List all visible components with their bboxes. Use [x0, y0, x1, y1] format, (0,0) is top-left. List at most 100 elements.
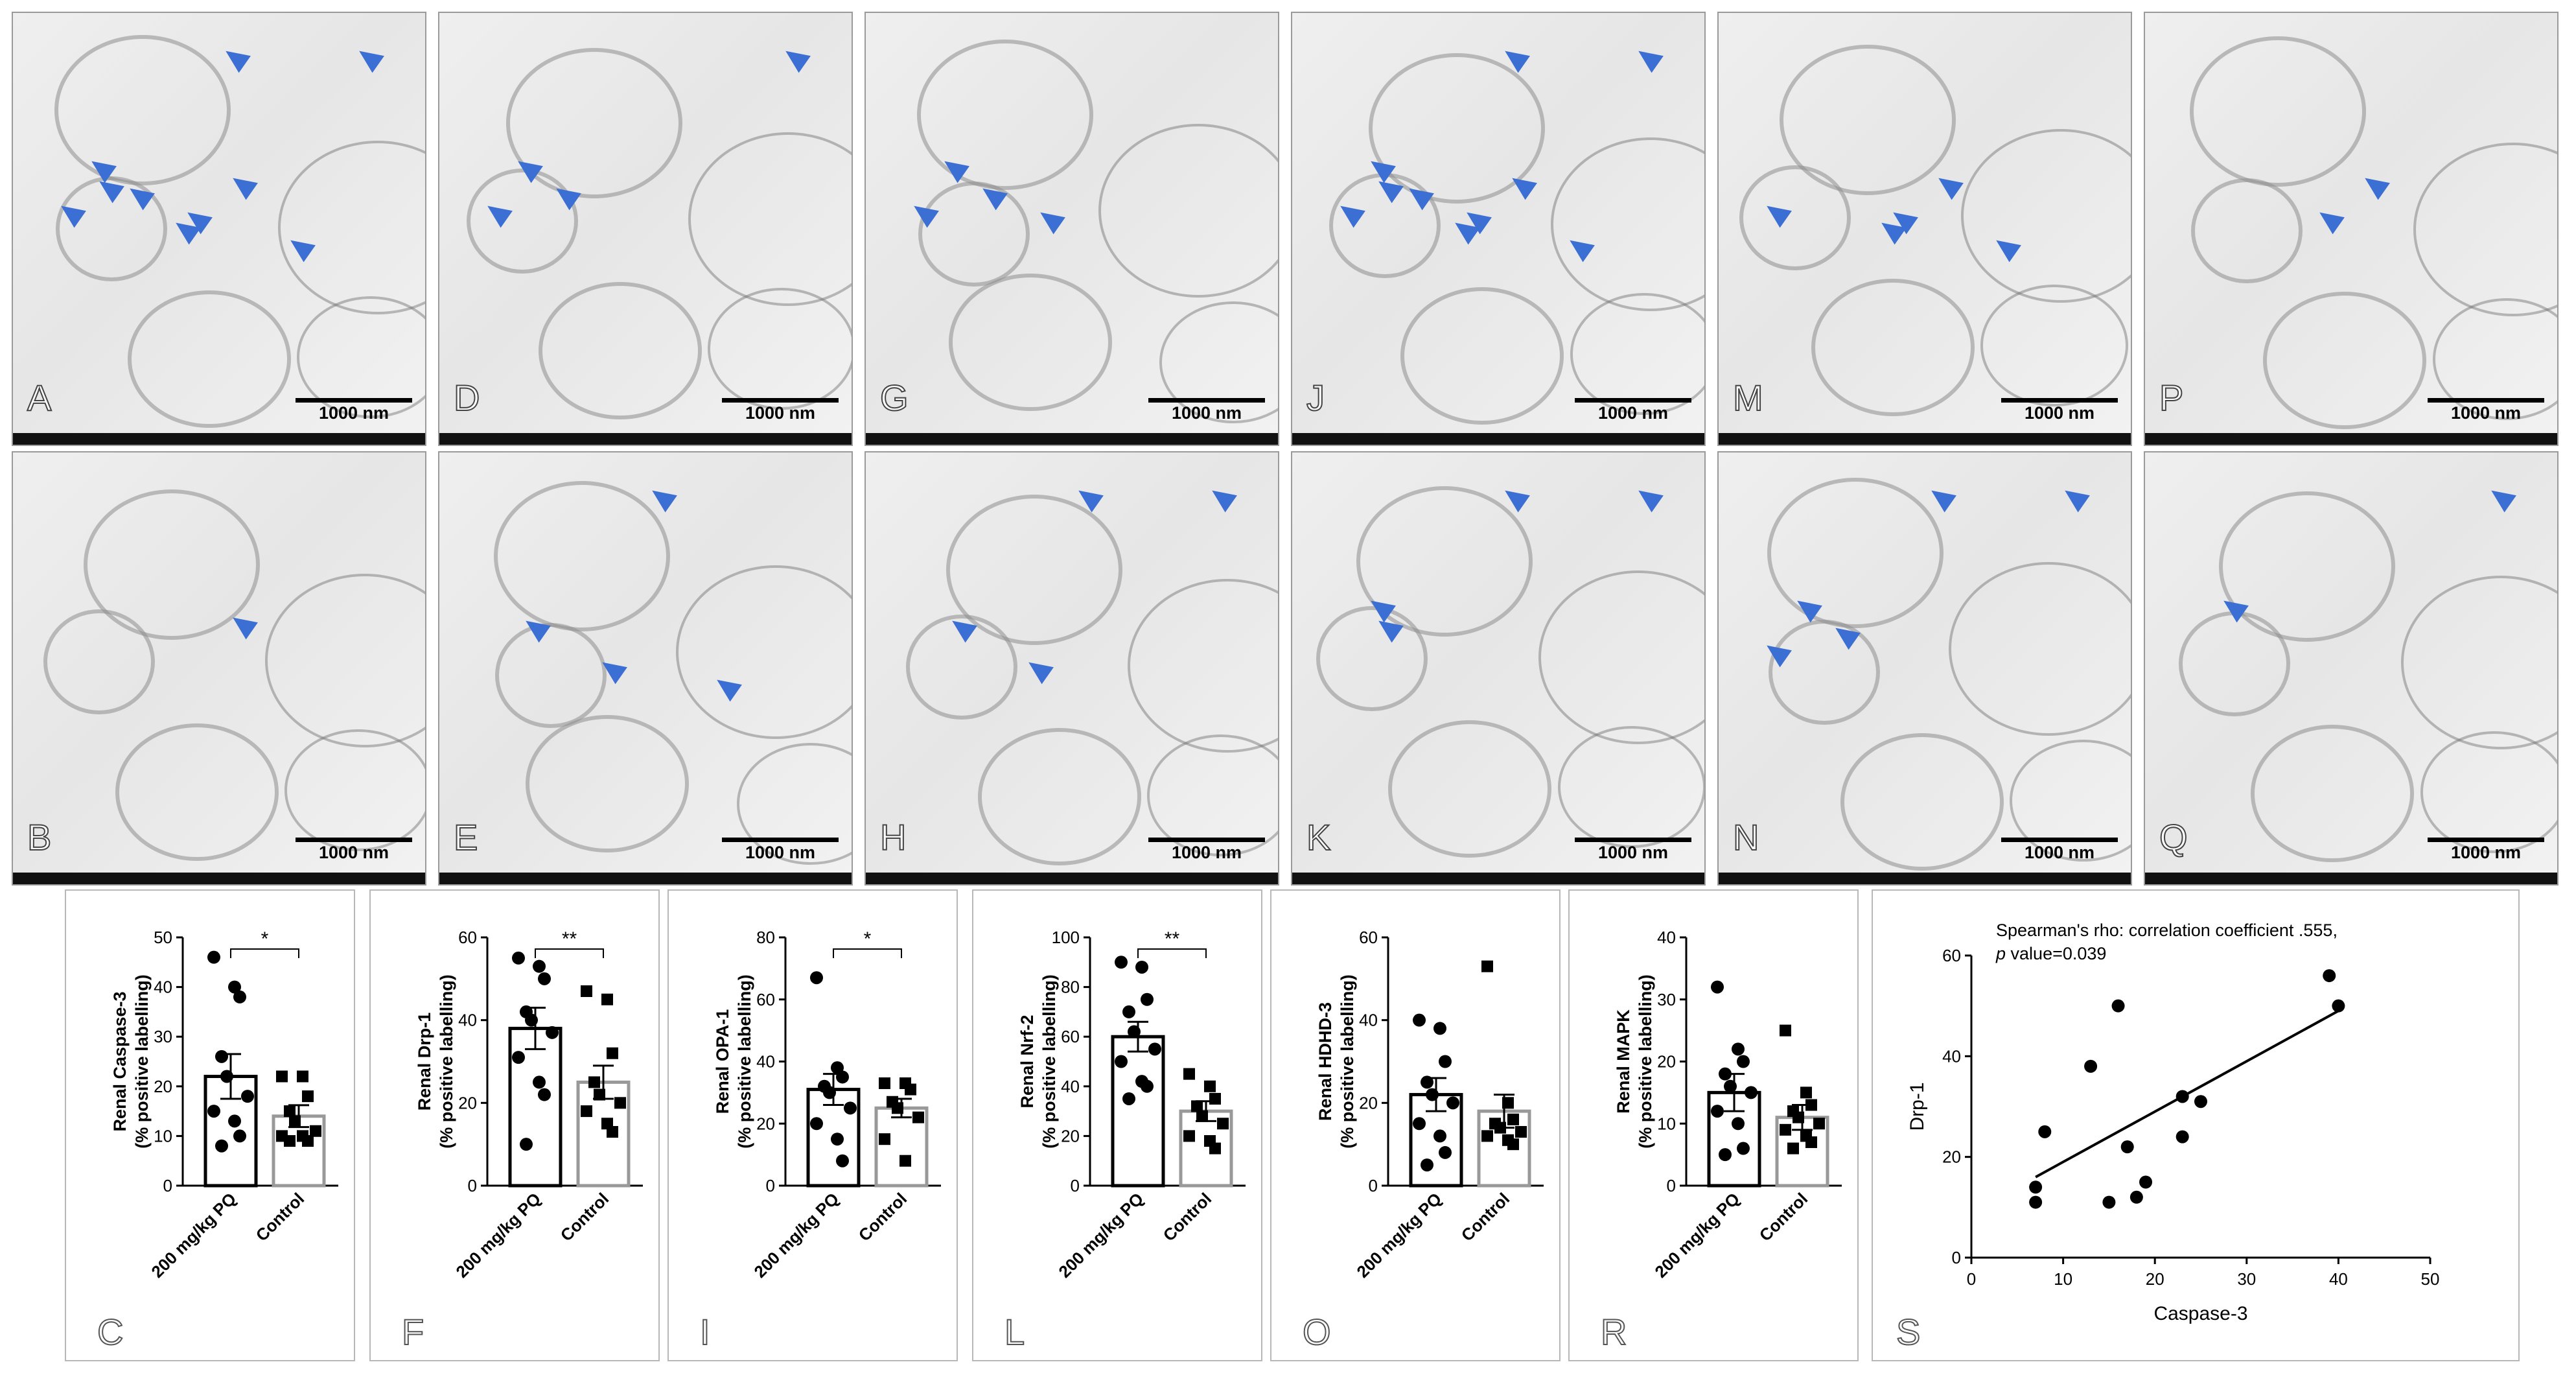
organelle-shape — [2413, 142, 2557, 316]
scale-bar: 1000 nm — [1575, 838, 1691, 865]
y-axis-label: Renal Nrf-2 — [1017, 1015, 1037, 1108]
organelle-shape — [1840, 733, 2004, 871]
y-axis-label: Renal Caspase-3 — [110, 991, 130, 1131]
scatter-point — [2038, 1125, 2052, 1138]
data-point — [581, 1105, 592, 1118]
data-point — [1719, 1067, 1732, 1081]
significance-label: * — [864, 928, 872, 950]
data-point — [1737, 1055, 1750, 1068]
scatter-point — [2111, 999, 2125, 1013]
organelle-shape — [277, 141, 425, 315]
bar-chart-svg: 0 10 20 30 40 Renal MAPK (% positive labelling… — [1600, 928, 1842, 1353]
organelle-shape — [1961, 129, 2131, 303]
y-tick-label: 20 — [1942, 1147, 1961, 1167]
y-tick-label: 50 — [154, 928, 172, 947]
data-point — [533, 959, 546, 973]
bar-chart-panel-L: 0 20 40 60 80 100 Renal Nrf-2 (% positive label… — [972, 889, 1262, 1361]
panel-letter: G — [879, 377, 909, 419]
chart-title-line2: p value=0.039 — [1995, 944, 2106, 963]
scale-bar-label: 1000 nm — [2450, 403, 2522, 423]
data-point — [607, 1047, 618, 1059]
data-point — [1719, 1148, 1732, 1162]
micrograph-K: K 1000 nm — [1291, 451, 1706, 886]
y-tick-label: 40 — [1061, 1077, 1080, 1096]
organelle-shape — [1128, 578, 1278, 753]
x-tick-label: 0 — [1967, 1269, 1976, 1289]
organelle-shape — [115, 723, 279, 861]
y-tick-label: 60 — [1359, 928, 1378, 947]
data-point — [297, 1070, 308, 1083]
y-axis-label-sub: (% positive labelling) — [132, 974, 152, 1149]
data-point — [302, 1135, 314, 1147]
data-point — [844, 1101, 857, 1115]
category-label: 200 mg/kg PQ — [452, 1189, 544, 1282]
bar-chart-panel-R: 0 10 20 30 40 Renal MAPK (% positive labelling… — [1568, 889, 1859, 1361]
arrowhead-icon — [1925, 482, 1956, 513]
scatter-panel-S: 0 20 40 60 0 10 20 30 40 50 Caspase-3 Drp-1 Spearman… — [1872, 889, 2520, 1361]
organelle-shape — [265, 574, 425, 748]
organelle-shape — [1538, 570, 1704, 745]
data-point — [1813, 1118, 1825, 1130]
data-point — [276, 1070, 288, 1083]
scale-bar-label: 1000 nm — [2450, 843, 2522, 862]
category-label: 200 mg/kg PQ — [1054, 1189, 1147, 1282]
category-label: Control — [1756, 1189, 1812, 1245]
panel-letter: J — [1306, 377, 1325, 419]
y-axis-label-sub: (% positive labelling) — [437, 974, 456, 1149]
organelle-shape — [1147, 734, 1278, 856]
organelle-shape — [977, 728, 1141, 866]
data-point — [1787, 1142, 1799, 1155]
arrowhead-icon — [1206, 482, 1237, 513]
panel-letter: L — [1004, 1311, 1025, 1352]
organelle-shape — [2432, 298, 2557, 420]
organelle-shape — [56, 176, 168, 282]
scale-bar-label: 1000 nm — [318, 843, 389, 862]
scale-bar-line — [1575, 838, 1691, 842]
y-tick-label: 40 — [458, 1011, 477, 1030]
bar-chart-panel-C: 0 10 20 30 40 50 Renal Caspase-3 (% positive la… — [65, 889, 355, 1361]
data-point — [207, 950, 220, 964]
panel-letter: F — [402, 1311, 424, 1352]
y-tick-label: 30 — [154, 1027, 172, 1046]
micrograph-H: H 1000 nm — [864, 451, 1279, 886]
x-tick-label: 50 — [2421, 1269, 2440, 1289]
arrowhead-icon — [1034, 204, 1065, 235]
organelle-shape — [506, 48, 683, 199]
scale-bar-line — [2428, 838, 2544, 842]
category-label: Control — [557, 1189, 613, 1245]
info-bar — [1719, 433, 2131, 445]
y-tick-label: 80 — [1061, 978, 1080, 997]
significance-label: * — [261, 928, 269, 950]
data-point — [228, 980, 241, 994]
bar-chart-svg: 0 20 40 60 80 100 Renal Nrf-2 (% positive label… — [1004, 928, 1246, 1353]
data-point — [1732, 1042, 1745, 1056]
organelle-shape — [538, 281, 702, 419]
panel-letter: B — [27, 816, 52, 858]
scatter-point — [2176, 1130, 2189, 1144]
scatter-point — [2129, 1190, 2143, 1204]
scale-bar-label: 1000 nm — [2024, 403, 2095, 423]
organelle-shape — [1098, 124, 1278, 298]
y-tick-label: 0 — [766, 1176, 775, 1195]
organelle-shape — [1811, 278, 1975, 416]
organelle-shape — [54, 34, 231, 185]
scatter-point — [2323, 969, 2336, 983]
data-point — [1446, 1096, 1459, 1110]
organelle-shape — [43, 609, 155, 715]
y-axis-label: Drp-1 — [1907, 1082, 1928, 1131]
data-point — [1217, 1118, 1229, 1130]
scale-bar-label: 1000 nm — [1171, 403, 1242, 423]
data-point — [533, 1075, 546, 1089]
organelle-shape — [1570, 293, 1704, 416]
category-label: Control — [1159, 1189, 1216, 1245]
organelle-shape — [949, 274, 1112, 411]
bar-chart-panel-I: 0 20 40 60 80 Renal OPA-1 (% positive labellin… — [667, 889, 958, 1361]
significance-bracket — [535, 948, 604, 958]
info-bar — [13, 873, 425, 884]
micrograph-G: G 1000 nm — [864, 12, 1279, 446]
scale-bar-line — [296, 398, 412, 403]
organelle-shape — [2179, 611, 2291, 717]
data-point — [1426, 1088, 1439, 1101]
bar-chart-panel-F: 0 20 40 60 Renal Drp-1 (% positive labelling)… — [369, 889, 660, 1361]
significance-bracket — [833, 948, 902, 958]
